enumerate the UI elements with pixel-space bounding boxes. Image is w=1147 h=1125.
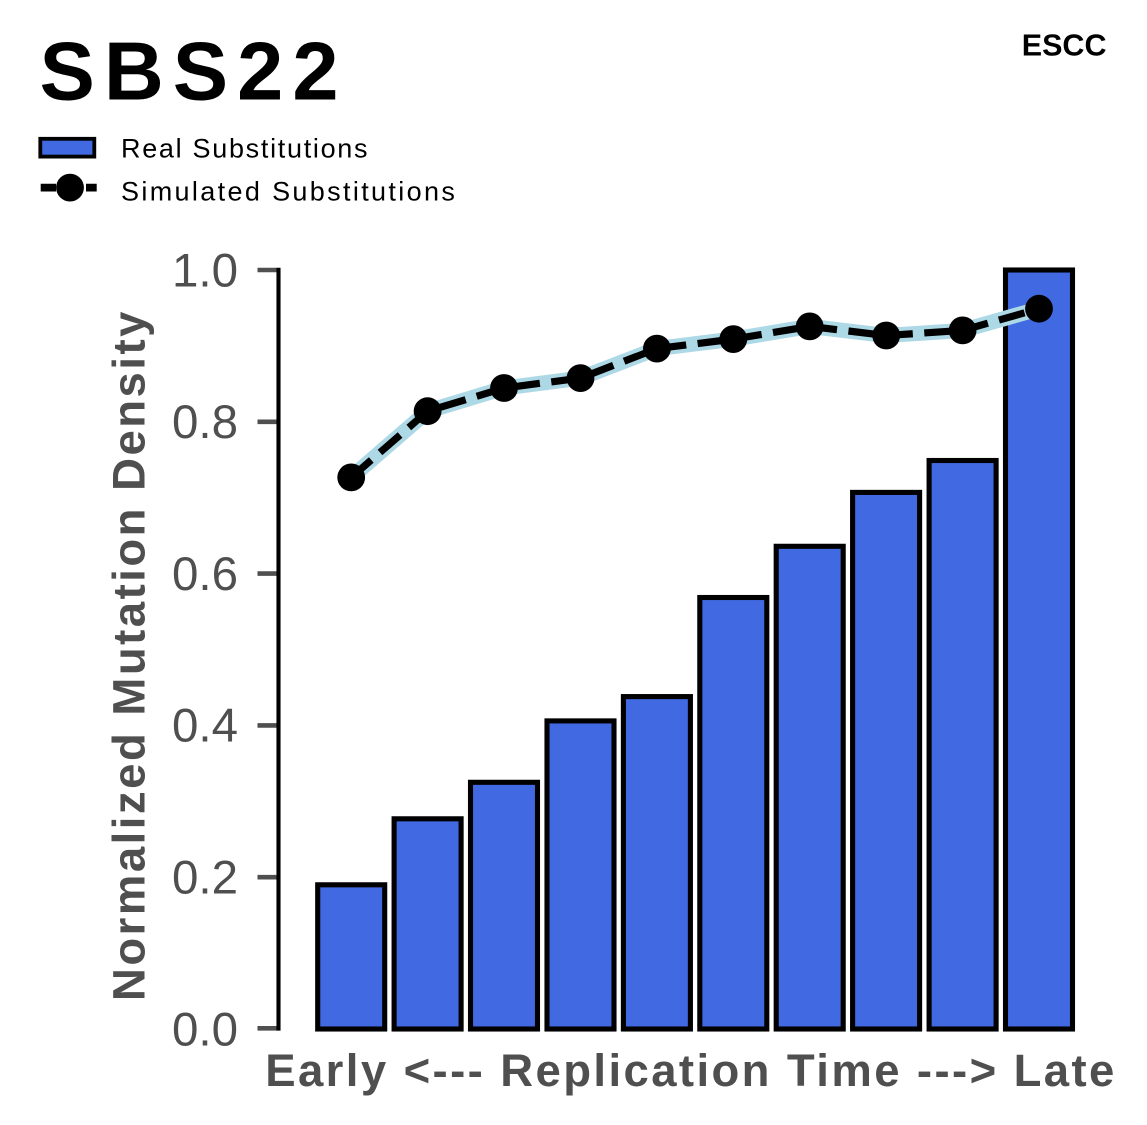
svg-text:0.4: 0.4 <box>172 700 238 753</box>
svg-text:Early <--- Replication Time --: Early <--- Replication Time ---> Late <box>265 1045 1117 1096</box>
svg-text:0.8: 0.8 <box>172 396 238 449</box>
svg-text:1.0: 1.0 <box>172 244 238 297</box>
svg-text:Normalized Mutation Density: Normalized Mutation Density <box>104 309 155 1001</box>
svg-text:Real Substitutions: Real Substitutions <box>121 133 369 163</box>
svg-text:0.0: 0.0 <box>172 1003 238 1056</box>
svg-text:0.6: 0.6 <box>172 548 238 601</box>
svg-text:ESCC: ESCC <box>1022 28 1107 62</box>
svg-text:SBS22: SBS22 <box>40 24 348 117</box>
svg-text:0.2: 0.2 <box>172 852 238 905</box>
svg-text:Simulated Substitutions: Simulated Substitutions <box>121 176 457 206</box>
